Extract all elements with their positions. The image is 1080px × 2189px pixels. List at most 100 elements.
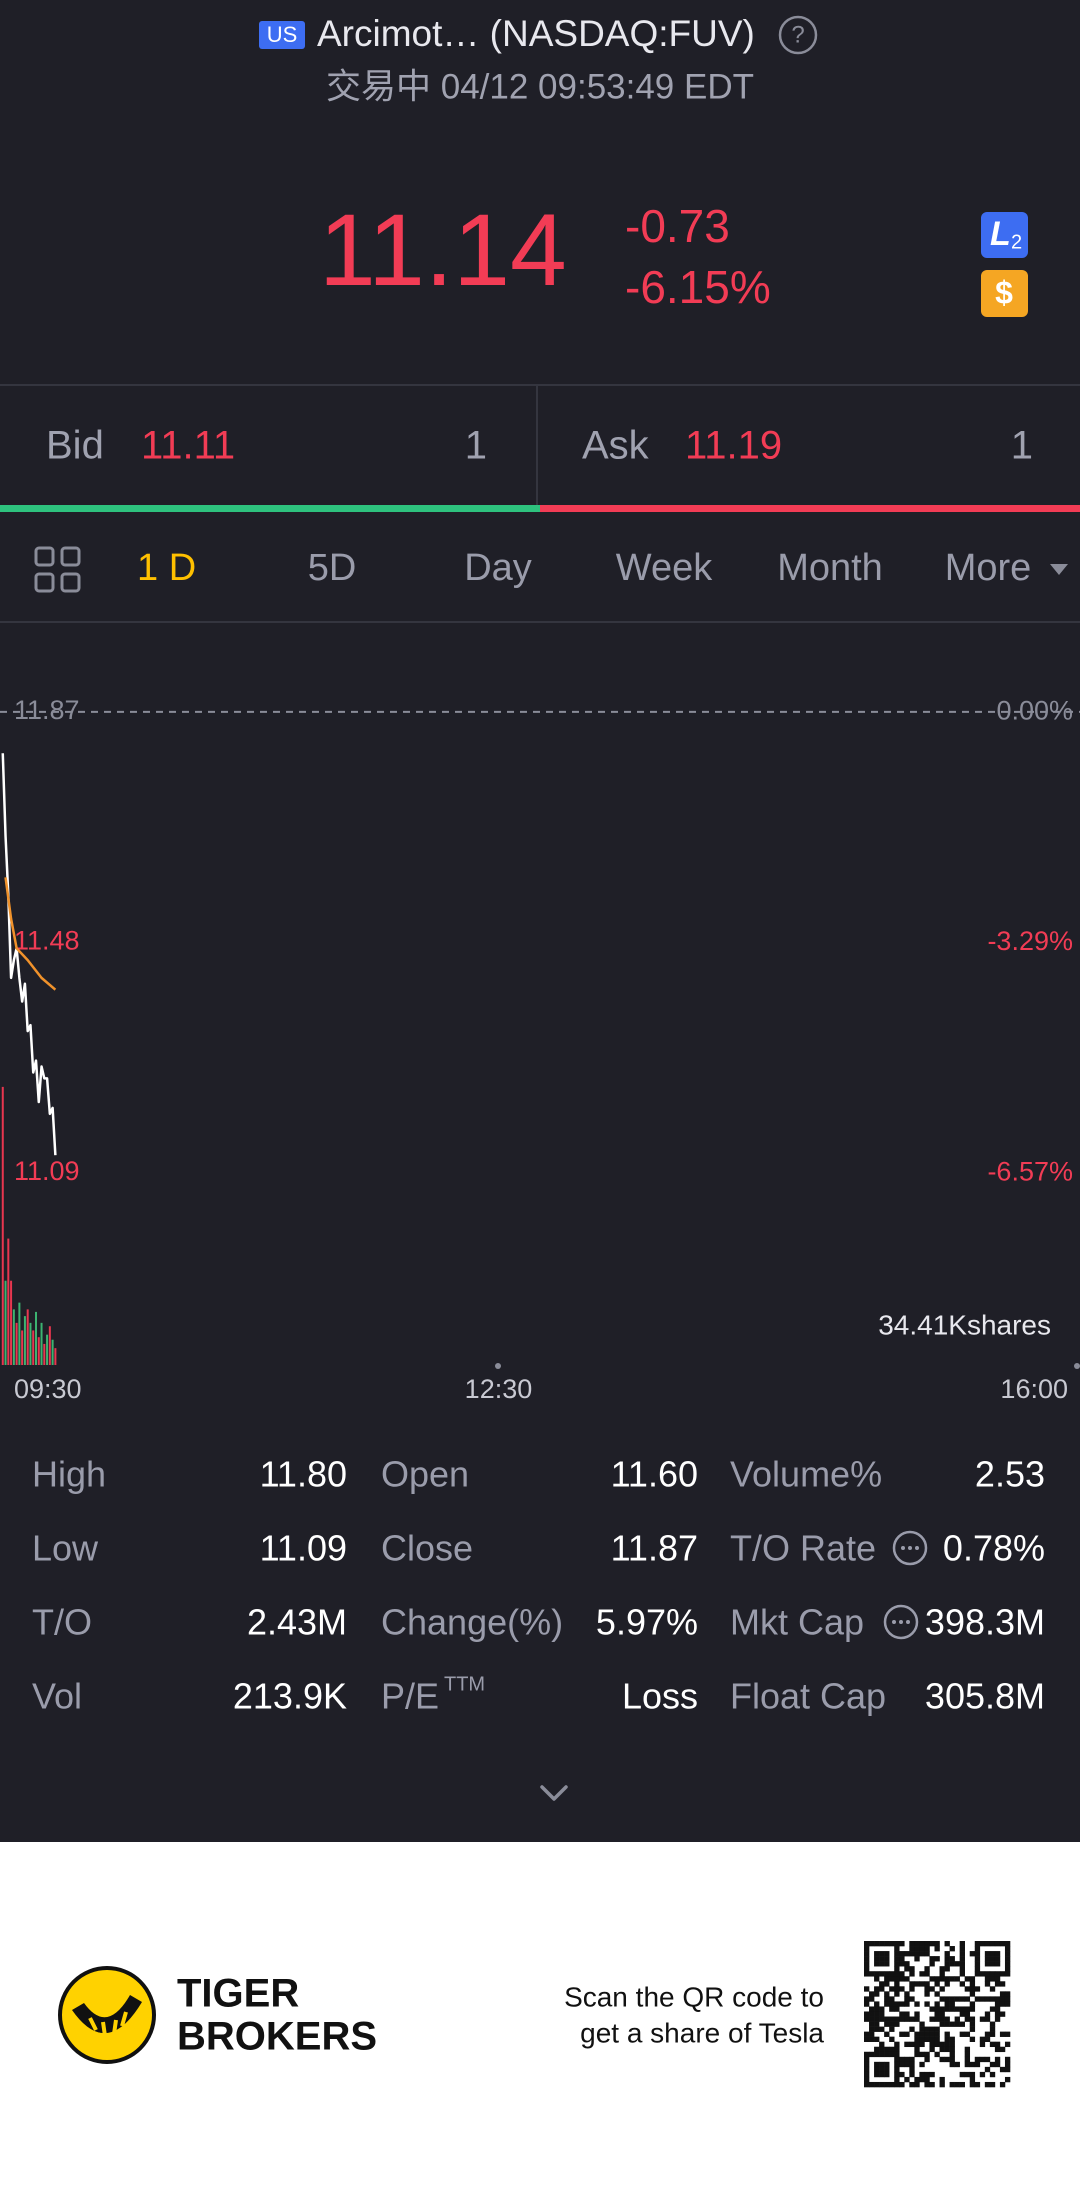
qr-module [894, 2006, 900, 2012]
info-icon-dot [901, 1546, 905, 1550]
y2-tick-label: -6.57% [987, 1156, 1073, 1186]
qr-module [944, 1966, 950, 1972]
qr-module [874, 2046, 880, 2053]
brand-logo [58, 1966, 156, 2064]
qr-module [899, 2001, 905, 2007]
qr-module [929, 2041, 935, 2048]
qr-module [944, 2041, 950, 2048]
qr-module [999, 1941, 1006, 1947]
stat-label: T/O [32, 1602, 92, 1643]
qr-module [874, 2061, 880, 2068]
qr-module [904, 2061, 910, 2068]
qr-module [869, 2081, 875, 2088]
qr-module [869, 2051, 875, 2058]
stat-value: Loss [622, 1676, 698, 1717]
qr-module [889, 2021, 895, 2027]
info-icon[interactable] [892, 1530, 928, 1566]
qr-module [934, 2006, 940, 2012]
qr-module [879, 1941, 885, 1947]
info-icon[interactable] [883, 1604, 919, 1640]
qr-module [909, 1996, 915, 2002]
qr-module [899, 2056, 905, 2063]
qr-module [944, 2036, 950, 2042]
qr-module [899, 1951, 905, 1957]
qr-module [924, 1981, 930, 1987]
qr-module [924, 2076, 930, 2083]
qr-module [879, 2061, 885, 2068]
qr-module [944, 1961, 950, 1967]
qr-module [944, 2001, 950, 2007]
qr-module [924, 1951, 930, 1957]
market-status: 交易中 04/12 09:53:49 EDT [326, 67, 754, 106]
y-tick-label: 11.09 [14, 1156, 80, 1186]
qr-module [899, 2061, 905, 2068]
qr-module [879, 2066, 885, 2073]
qr-module [889, 2051, 895, 2058]
qr-module [884, 1971, 890, 1977]
qr-module [974, 1996, 981, 2002]
period-tab[interactable]: Week [616, 547, 713, 589]
qr-module [949, 2036, 955, 2042]
qr-module [874, 1956, 880, 1962]
qr-module [899, 2011, 905, 2017]
period-tab[interactable]: 1 D [137, 547, 196, 589]
stat-label: Mkt Cap [730, 1602, 864, 1643]
period-tab[interactable]: Month [777, 547, 883, 589]
level2-badge[interactable] [981, 212, 1028, 258]
layout-icon-cell [60, 572, 81, 593]
qr-module [879, 2011, 885, 2017]
period-tab[interactable]: More [945, 547, 1032, 589]
qr-module [959, 1941, 965, 1947]
qr-module [1004, 1946, 1011, 1952]
qr-module [879, 1986, 885, 1992]
stat-value: 213.9K [233, 1676, 347, 1717]
qr-module [874, 2016, 880, 2022]
qr-module [884, 2046, 890, 2053]
layout-icon[interactable] [34, 546, 81, 593]
qr-module [919, 2076, 925, 2083]
qr-module [914, 1946, 920, 1952]
qr-module [999, 2066, 1006, 2073]
stat-value: 2.53 [975, 1454, 1045, 1495]
qr-module [939, 1966, 945, 1972]
qr-module [889, 1986, 895, 1992]
qr-module [919, 2021, 925, 2027]
stat-label: Float Cap [730, 1676, 886, 1717]
qr-module [964, 2056, 971, 2063]
qr-module [949, 2006, 955, 2012]
qr-module [929, 1956, 935, 1962]
period-tab[interactable]: Day [464, 547, 532, 589]
qr-module [989, 2021, 996, 2027]
qr-module [884, 2081, 890, 2088]
volume-bar [51, 1339, 54, 1365]
qr-module [864, 1996, 870, 2002]
qr-module [864, 2001, 870, 2007]
x-tick-label: 16:00 [1000, 1374, 1068, 1404]
qr-module [919, 1946, 925, 1952]
qr-module [899, 1971, 905, 1977]
qr-module [989, 1961, 996, 1967]
help-icon[interactable] [778, 15, 818, 55]
qr-module [929, 2046, 935, 2053]
brand-name: TIGER [177, 1972, 299, 2016]
qr-module [889, 2046, 895, 2053]
period-tab[interactable]: 5D [308, 547, 357, 589]
qr-module [914, 1941, 920, 1947]
qr-module [914, 1951, 920, 1957]
qr-module [924, 1971, 930, 1977]
qr-module [879, 1961, 885, 1967]
volume-bar [32, 1330, 35, 1365]
qr-module [999, 1996, 1006, 2002]
qr-module [879, 2041, 885, 2048]
qr-module [979, 2056, 986, 2063]
qr-module [984, 2036, 991, 2042]
qr-module [944, 2016, 950, 2022]
qr-module [864, 1971, 870, 1977]
volume-bar [54, 1348, 57, 1365]
qr-module [924, 1966, 930, 1972]
expand-chevron[interactable] [540, 1785, 568, 1801]
qr-module [999, 2031, 1006, 2037]
qr-module [909, 2081, 915, 2088]
currency-badge[interactable] [981, 270, 1028, 317]
